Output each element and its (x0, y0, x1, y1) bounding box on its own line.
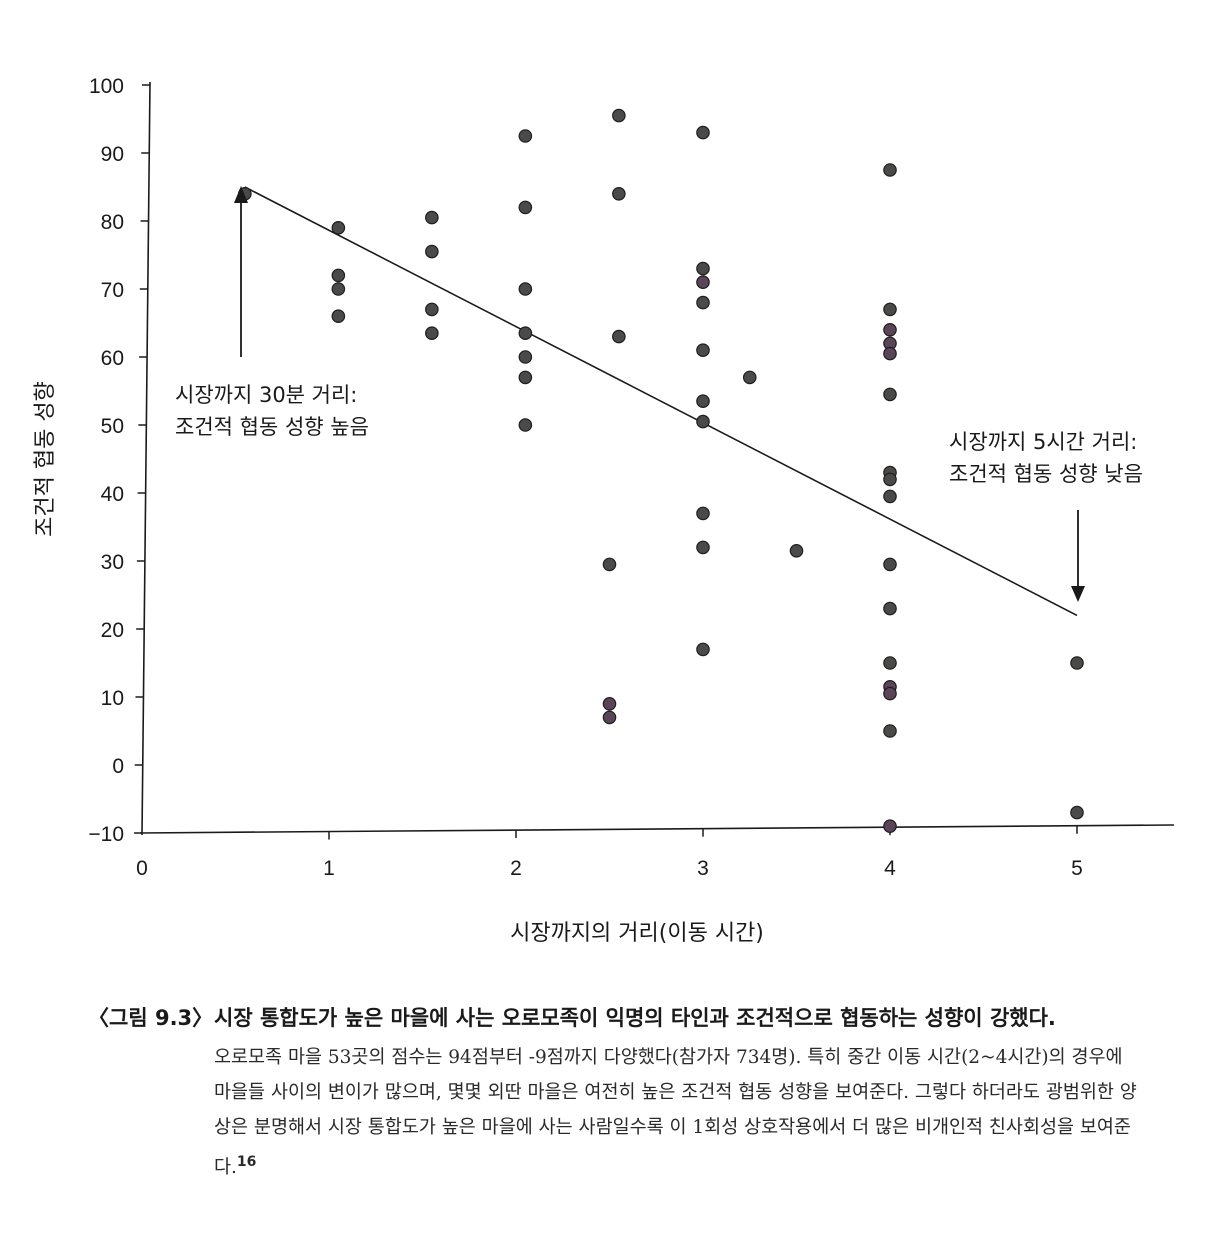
data-point (696, 506, 710, 521)
data-point (425, 244, 439, 259)
data-point (425, 302, 439, 317)
x-tick-label: 4 (884, 857, 896, 880)
data-point (518, 200, 533, 215)
trend-line (244, 186, 1078, 617)
data-point (696, 414, 710, 429)
data-point (883, 322, 897, 337)
data-point (425, 210, 439, 225)
data-point (883, 557, 897, 572)
caption-body: 오로모족 마을 53곳의 점수는 94점부터 -9점까지 다양했다(참가자 73… (214, 1040, 1138, 1185)
data-point (696, 343, 710, 357)
data-point (602, 696, 617, 711)
data-point (1070, 656, 1084, 670)
data-point (518, 418, 533, 432)
y-tick-label: 50 (101, 415, 124, 438)
y-tick-label: 70 (101, 279, 124, 302)
data-point (331, 268, 346, 283)
scatter-chart: −10 0 10 20 30 40 50 60 70 80 90 100 0 1 2 3 4 5 조건적 협동 … (33, 75, 1175, 946)
data-point (883, 686, 897, 701)
data-point (696, 295, 710, 310)
data-point (425, 326, 439, 340)
axes: −10 0 10 20 30 40 50 60 70 80 90 100 0 1 2 3 4 5 (88, 75, 1175, 880)
data-point (612, 329, 626, 344)
x-axis-title: 시장까지의 거리(이동 시간) (510, 921, 764, 946)
annotation-near-line-1: 시장까지 30분 거리: (175, 383, 357, 407)
arrow-down-icon (1071, 586, 1085, 602)
y-tick-label: 20 (101, 619, 124, 642)
data-point (696, 540, 710, 555)
data-point (696, 261, 710, 276)
data-point (789, 543, 804, 558)
data-point (883, 489, 897, 504)
caption-title: 시장 통합도가 높은 마을에 사는 오로모족이 익명의 타인과 조건적으로 협동… (214, 1006, 1056, 1030)
y-tick-label: 80 (101, 211, 124, 234)
data-point (518, 326, 533, 340)
data-points (238, 108, 1084, 833)
figure-caption: 〈그림 9.3〉 시장 통합도가 높은 마을에 사는 오로모족이 익명의 타인과… (88, 1000, 1138, 1185)
footnote-marker: 16 (236, 1154, 257, 1170)
y-axis-line (141, 81, 151, 836)
data-point (696, 394, 710, 408)
y-tick-label: 100 (89, 75, 124, 98)
y-tick-label: 0 (112, 755, 124, 778)
data-point (696, 275, 710, 289)
data-point (883, 601, 897, 616)
x-tick-label: 5 (1071, 857, 1083, 880)
data-point (602, 710, 617, 725)
data-point (518, 350, 533, 364)
annotation-far-line-2: 조건적 협동 성향 낮음 (949, 462, 1143, 486)
x-axis-line (139, 824, 1175, 834)
data-point (331, 221, 346, 235)
caption-body-text: 오로모족 마을 53곳의 점수는 94점부터 -9점까지 다양했다(참가자 73… (214, 1047, 1137, 1179)
x-tick-label: 1 (323, 857, 335, 880)
y-tick-label: 90 (101, 143, 124, 166)
data-point (696, 642, 710, 657)
annotation-near-market: 시장까지 30분 거리: 조건적 협동 성향 높음 (175, 186, 369, 439)
y-tick-label: 10 (101, 687, 124, 710)
data-point (883, 724, 897, 738)
x-tick-label: 0 (136, 857, 148, 880)
y-tick-label: 30 (101, 551, 124, 574)
y-tick-label: −10 (88, 823, 124, 846)
data-point (612, 108, 626, 123)
data-point (331, 282, 346, 296)
data-point (518, 129, 533, 143)
arrow-up-icon (234, 186, 248, 203)
data-point (883, 346, 897, 361)
y-ticks: −10 0 10 20 30 40 50 60 70 80 90 100 (88, 75, 150, 846)
data-point (1070, 805, 1084, 820)
data-point (518, 282, 533, 296)
data-point (518, 370, 533, 385)
data-point (883, 163, 897, 177)
figure-label: 〈그림 9.3〉 (88, 1006, 214, 1030)
annotation-near-line-2: 조건적 협동 성향 높음 (175, 415, 369, 439)
data-point (742, 370, 757, 385)
data-point (696, 125, 710, 140)
data-point (883, 819, 897, 833)
data-point (883, 656, 897, 670)
data-point (331, 309, 346, 323)
annotation-far-market: 시장까지 5시간 거리: 조건적 협동 성향 낮음 (949, 430, 1143, 602)
y-axis-title: 조건적 협동 성향 (33, 381, 58, 537)
y-tick-label: 60 (101, 347, 124, 370)
annotation-far-line-1: 시장까지 5시간 거리: (949, 430, 1137, 454)
y-tick-label: 40 (101, 483, 124, 506)
x-tick-label: 2 (510, 857, 522, 880)
data-point (883, 302, 897, 317)
data-point (883, 472, 897, 487)
data-point (612, 187, 626, 201)
data-point (883, 387, 897, 402)
x-tick-label: 3 (697, 857, 709, 880)
data-point (602, 557, 617, 572)
x-ticks: 0 1 2 3 4 5 (136, 825, 1083, 880)
caption-heading: 〈그림 9.3〉 시장 통합도가 높은 마을에 사는 오로모족이 익명의 타인과… (88, 1000, 1138, 1036)
